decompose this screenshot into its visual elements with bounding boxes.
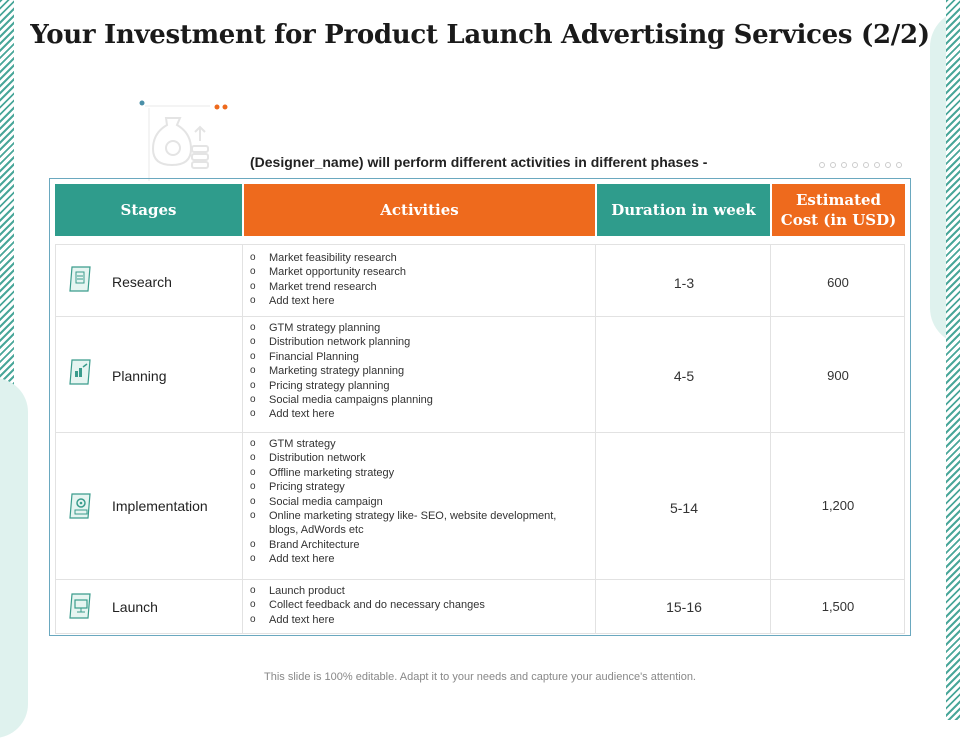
dots-decoration: [819, 162, 902, 168]
left-blob-decoration: [0, 378, 28, 738]
list-item: Brand Architecture: [250, 538, 556, 553]
list-item: Social media campaign: [250, 495, 556, 510]
duration-research: 1-3: [673, 275, 695, 291]
list-item[interactable]: Add text here: [250, 552, 556, 567]
list-item: Collect feedback and do necessary change…: [250, 598, 485, 613]
cost-planning: 900: [827, 368, 849, 383]
money-bag-icon: [139, 100, 228, 181]
planning-chart-icon: [69, 359, 91, 385]
activities-planning: GTM strategy planning Distribution netwo…: [250, 321, 433, 422]
right-stripe-decoration: [946, 0, 960, 720]
duration-planning: 4-5: [673, 368, 695, 384]
list-item: Market opportunity research: [250, 265, 406, 280]
list-item: Marketing strategy planning: [250, 364, 433, 379]
implementation-gear-icon: [69, 493, 91, 519]
activities-research: Market feasibility research Market oppor…: [250, 251, 406, 309]
header-stages: Stages: [55, 184, 242, 236]
footer-note: This slide is 100% editable. Adapt it to…: [264, 671, 696, 683]
list-item[interactable]: Add text here: [250, 407, 433, 422]
column-divider: [242, 244, 243, 634]
list-item: Launch product: [250, 584, 485, 599]
list-item: Offline marketing strategy: [250, 466, 556, 481]
duration-implementation: 5-14: [669, 500, 699, 516]
list-item-continuation: blogs, AdWords etc: [269, 524, 364, 537]
stage-research: Research: [112, 274, 172, 290]
table-frame: [49, 178, 911, 636]
header-cost-line1: Estimated: [795, 190, 882, 209]
list-item[interactable]: Add text here: [250, 613, 485, 628]
stage-launch: Launch: [112, 599, 158, 615]
list-item: Pricing strategy: [250, 480, 556, 495]
list-item[interactable]: Add text here: [250, 294, 406, 309]
row-divider: [55, 432, 905, 433]
launch-monitor-icon: [69, 593, 91, 619]
list-item: Financial Planning: [250, 350, 433, 365]
column-divider: [770, 244, 771, 634]
header-activities: Activities: [244, 184, 595, 236]
cost-research: 600: [827, 275, 849, 290]
list-item: Market trend research: [250, 280, 406, 295]
row-divider: [55, 316, 905, 317]
list-item: Distribution network planning: [250, 335, 433, 350]
column-divider: [595, 244, 596, 634]
list-item: GTM strategy: [250, 437, 556, 452]
list-item: Market feasibility research: [250, 251, 406, 266]
list-item: Pricing strategy planning: [250, 379, 433, 394]
header-cost-line2: Cost (in USD): [780, 211, 897, 229]
stage-planning: Planning: [112, 368, 167, 384]
list-item: GTM strategy planning: [250, 321, 433, 336]
header-duration: Duration in week: [597, 184, 770, 236]
list-item: Social media campaigns planning: [250, 393, 433, 408]
activities-implementation: GTM strategy Distribution network Offlin…: [250, 437, 556, 567]
stage-implementation: Implementation: [112, 498, 208, 514]
research-clipboard-icon: [69, 266, 91, 292]
subtitle: (Designer_name) will perform different a…: [250, 154, 708, 170]
row-divider: [55, 579, 905, 580]
list-item: Distribution network: [250, 451, 556, 466]
cost-implementation: 1,200: [821, 498, 855, 513]
header-cost: Estimated Cost (in USD): [772, 184, 905, 236]
page-title: Your Investment for Product Launch Adver…: [30, 20, 930, 50]
list-item: Online marketing strategy like- SEO, web…: [250, 509, 556, 524]
activities-launch: Launch product Collect feedback and do n…: [250, 584, 485, 628]
cost-launch: 1,500: [821, 599, 855, 614]
duration-launch: 15-16: [666, 599, 702, 615]
table-body: [55, 244, 905, 634]
